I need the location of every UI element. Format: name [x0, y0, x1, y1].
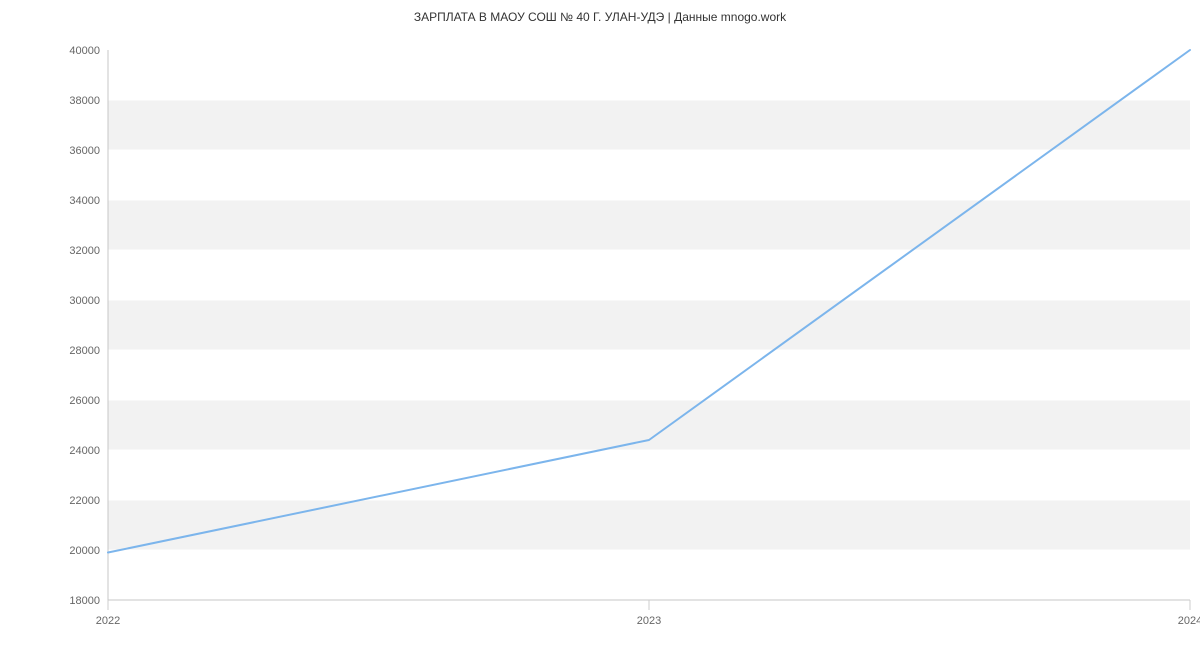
svg-text:40000: 40000	[69, 45, 100, 57]
svg-text:26000: 26000	[69, 395, 100, 407]
svg-text:2023: 2023	[637, 615, 661, 627]
salary-line-chart: ЗАРПЛАТА В МАОУ СОШ № 40 Г. УЛАН-УДЭ | Д…	[0, 0, 1200, 650]
svg-text:32000: 32000	[69, 245, 100, 257]
svg-text:2022: 2022	[96, 615, 120, 627]
svg-text:36000: 36000	[69, 145, 100, 157]
svg-text:22000: 22000	[69, 495, 100, 507]
svg-text:2024: 2024	[1178, 615, 1200, 627]
svg-text:18000: 18000	[69, 595, 100, 607]
svg-text:34000: 34000	[69, 195, 100, 207]
svg-text:24000: 24000	[69, 445, 100, 457]
svg-text:28000: 28000	[69, 345, 100, 357]
chart-title: ЗАРПЛАТА В МАОУ СОШ № 40 Г. УЛАН-УДЭ | Д…	[0, 10, 1200, 24]
svg-text:38000: 38000	[69, 95, 100, 107]
svg-text:30000: 30000	[69, 295, 100, 307]
svg-text:20000: 20000	[69, 545, 100, 557]
chart-svg: 18000 20000 22000 24000 26000 28000 30000 32000…	[0, 0, 1200, 650]
